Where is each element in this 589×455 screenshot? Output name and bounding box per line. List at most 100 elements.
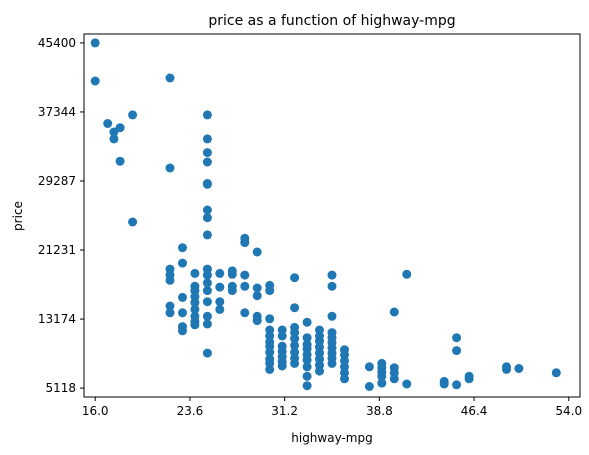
data-point [302, 333, 312, 343]
data-point [202, 348, 212, 358]
data-point [514, 364, 524, 373]
data-point [165, 163, 175, 173]
data-point [265, 347, 275, 357]
x-tick-label: 16.0 [82, 404, 109, 418]
x-axis-label: highway-mpg [291, 431, 372, 445]
data-point [202, 134, 212, 144]
y-tick-label: 45400 [38, 36, 76, 50]
data-point [252, 283, 262, 293]
data-point [178, 308, 187, 318]
data-point [190, 304, 200, 314]
data-point [165, 73, 175, 83]
data-point [227, 269, 237, 279]
data-point [90, 38, 100, 48]
x-axis-ticks: 16.0 23.6 31.2 38.8 46.4 54.0 [82, 397, 582, 418]
y-tick-label: 37344 [38, 105, 76, 119]
data-point [240, 281, 250, 291]
data-point [202, 278, 212, 288]
data-point [115, 156, 125, 166]
data-point [265, 364, 275, 374]
data-point [115, 123, 125, 133]
data-point [315, 366, 324, 376]
data-point [439, 379, 449, 389]
data-point [389, 307, 399, 317]
data-point [464, 374, 474, 384]
data-point [364, 382, 374, 391]
data-point [377, 371, 387, 381]
data-point [302, 371, 312, 381]
data-point [277, 361, 287, 371]
data-point [452, 346, 462, 356]
data-point [377, 378, 387, 388]
y-tick-label: 21231 [38, 243, 76, 257]
y-tick-label: 29287 [38, 174, 76, 188]
data-point [265, 286, 275, 296]
data-point [202, 230, 212, 240]
y-tick-label: 13174 [38, 312, 76, 326]
data-points [90, 38, 561, 391]
data-point [277, 331, 287, 341]
data-point [402, 269, 412, 279]
data-point [302, 362, 312, 372]
x-tick-label: 46.4 [461, 404, 488, 418]
y-axis-label: price [11, 201, 25, 231]
data-point [165, 275, 175, 285]
data-point [128, 110, 138, 120]
x-tick-label: 54.0 [555, 404, 582, 418]
data-point [202, 110, 212, 120]
x-tick-label: 31.2 [271, 404, 298, 418]
data-point [178, 292, 187, 302]
data-point [452, 380, 462, 390]
data-point [202, 319, 212, 329]
data-point [165, 301, 175, 311]
data-point [502, 364, 511, 374]
data-point [178, 258, 187, 268]
data-point [327, 358, 337, 368]
data-point [265, 314, 275, 324]
data-point [327, 270, 337, 280]
data-point [302, 355, 312, 365]
data-point [178, 326, 187, 336]
data-point [402, 379, 412, 389]
data-point [240, 308, 250, 318]
data-point [202, 213, 212, 223]
data-point [202, 205, 212, 215]
data-point [202, 286, 212, 296]
data-point [103, 119, 113, 128]
data-point [190, 268, 200, 278]
x-tick-label: 23.6 [177, 404, 204, 418]
data-point [452, 333, 462, 343]
data-point [327, 281, 337, 291]
data-point [252, 291, 262, 301]
data-point [551, 368, 561, 378]
data-point [215, 268, 225, 278]
data-point [290, 358, 300, 368]
data-point [202, 148, 212, 158]
data-point [190, 298, 200, 308]
data-point [340, 374, 349, 384]
y-axis-ticks: 5118 13174 21231 29287 37344 45400 [38, 36, 84, 395]
chart-title: price as a function of highway-mpg [208, 13, 455, 29]
data-point [302, 317, 312, 327]
data-point [364, 362, 374, 372]
data-point [202, 297, 212, 307]
data-point [240, 270, 250, 280]
data-point [165, 308, 175, 318]
data-point [227, 286, 237, 296]
data-point [240, 238, 250, 248]
plot-area-frame [83, 33, 581, 398]
data-point [215, 304, 225, 314]
data-point [190, 320, 200, 330]
data-point [202, 270, 212, 280]
data-point [290, 303, 300, 313]
data-point [202, 311, 212, 321]
data-point [290, 273, 300, 283]
data-point [215, 282, 225, 292]
data-point [290, 340, 300, 350]
data-point [90, 76, 100, 86]
data-point [178, 243, 187, 253]
data-point [128, 217, 138, 227]
data-point [252, 316, 262, 326]
